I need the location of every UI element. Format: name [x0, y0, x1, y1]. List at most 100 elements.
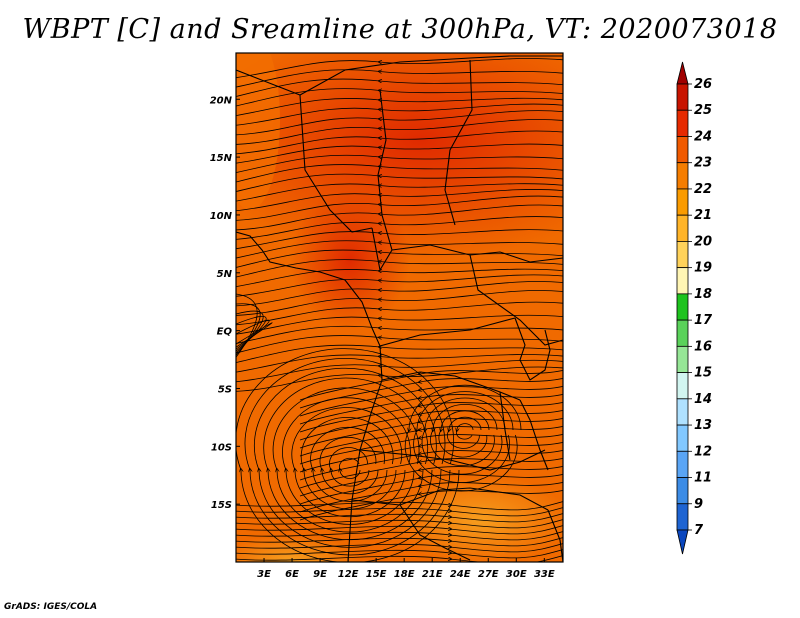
streamline	[236, 537, 563, 547]
streamline	[236, 119, 563, 145]
lat-tick-label: 5N	[217, 269, 233, 280]
colorbar-bottom-arrow	[676, 529, 689, 555]
streamline	[299, 401, 563, 433]
streamline	[236, 281, 563, 307]
streamline	[236, 501, 563, 511]
streamline	[236, 549, 563, 559]
streamline	[299, 425, 563, 457]
lon-tick-label: 21E	[422, 569, 443, 580]
lon-tick-label: 6E	[285, 569, 299, 580]
colorbar-label: 17	[694, 313, 713, 328]
colorbar-swatch	[676, 450, 689, 478]
streamline	[236, 507, 563, 517]
lat-tick-label: 10S	[211, 442, 232, 453]
colorbar-label: 22	[694, 182, 712, 197]
colorbar-label: 19	[694, 261, 712, 276]
streamline	[236, 314, 563, 335]
streamline	[236, 322, 273, 348]
streamline	[236, 366, 563, 392]
map-panel: 3E 6E 9E 12E 15E 18E 21E 24E 27E 30E 33E 20N 15N 10N…	[210, 52, 564, 580]
streamline	[253, 367, 442, 548]
streamline	[236, 249, 563, 268]
wbpt-min-southeast	[390, 475, 563, 562]
colorbar-swatch	[676, 83, 689, 111]
streamline	[236, 154, 563, 173]
streamline	[236, 513, 563, 523]
grads-credit: GrADS: IGES/COLA	[4, 602, 98, 612]
streamline	[236, 335, 563, 354]
streamline	[421, 397, 506, 475]
colorbar-label: 24	[694, 129, 712, 144]
streamline	[236, 240, 563, 259]
lat-tick-label: 10N	[210, 211, 233, 222]
lon-tick-label: 33E	[534, 569, 555, 580]
colorbar-swatch	[676, 267, 689, 295]
streamline	[447, 416, 482, 449]
colorbar-label: 20	[694, 234, 712, 249]
latitude-axis: 20N 15N 10N 5N EQ 5S 10S 15S	[210, 95, 240, 511]
colorbar-label: 12	[694, 444, 712, 459]
colorbar-label: 26	[694, 77, 712, 92]
streamline	[236, 229, 563, 250]
longitude-axis: 3E 6E 9E 12E 15E 18E 21E 24E 27E 30E 33E	[257, 558, 555, 580]
colorbar-swatch	[676, 188, 689, 216]
colorbar-swatch	[676, 241, 689, 269]
streamline	[236, 325, 563, 344]
streamline	[236, 319, 270, 350]
lon-tick-label: 15E	[366, 569, 387, 580]
streamline	[236, 259, 563, 278]
colorbar-label: 11	[694, 471, 712, 486]
colorbar-swatch	[676, 319, 689, 347]
streamline	[236, 110, 563, 136]
streamline	[236, 290, 563, 316]
colorbar-swatch	[676, 503, 689, 531]
colorbar-swatch	[676, 477, 689, 505]
streamline	[319, 436, 379, 495]
streamline	[299, 393, 563, 425]
lon-tick-label: 30E	[506, 569, 527, 580]
streamline	[430, 404, 498, 467]
streamline	[236, 301, 563, 326]
colorbar-swatch	[676, 162, 689, 190]
colorbar-label: 14	[694, 392, 712, 407]
colorbar-label: 25	[694, 103, 712, 118]
streamline	[299, 385, 563, 417]
streamline	[236, 195, 563, 221]
streamline	[291, 407, 406, 518]
streamline	[236, 359, 563, 383]
lon-tick-label: 24E	[450, 569, 471, 580]
streamline	[329, 447, 370, 487]
streamline	[299, 481, 563, 513]
colorbar-swatch	[676, 424, 689, 452]
streamline	[236, 183, 563, 202]
streamline	[404, 384, 522, 492]
streamline	[236, 143, 563, 164]
streamline	[300, 417, 397, 510]
colorbar-label: 9	[694, 497, 703, 512]
colorbar-label: 21	[694, 208, 712, 223]
streamline	[236, 173, 563, 192]
streamline	[236, 274, 563, 297]
plot-title: WBPT [C] and Sreamline at 300hPa, VT: 20…	[22, 14, 778, 45]
lon-tick-label: 3E	[257, 569, 271, 580]
streamline	[299, 409, 563, 441]
streamline	[310, 426, 388, 502]
streamline	[236, 216, 563, 240]
streamline	[236, 130, 563, 155]
streamline	[236, 525, 563, 535]
streamline	[244, 358, 451, 556]
colorbar-label: 18	[694, 287, 712, 302]
streamline	[438, 410, 490, 458]
lon-tick-label: 9E	[313, 569, 327, 580]
streamline	[456, 423, 474, 440]
colorbar-swatch	[676, 293, 689, 321]
colorbar-label: 16	[694, 339, 712, 354]
streamline	[236, 69, 563, 88]
colorbar-swatch	[676, 398, 689, 426]
colorbar-swatch	[676, 214, 689, 242]
streamline	[236, 543, 563, 553]
country-borders	[236, 55, 563, 562]
streamline	[282, 397, 415, 525]
streamline	[299, 457, 563, 489]
